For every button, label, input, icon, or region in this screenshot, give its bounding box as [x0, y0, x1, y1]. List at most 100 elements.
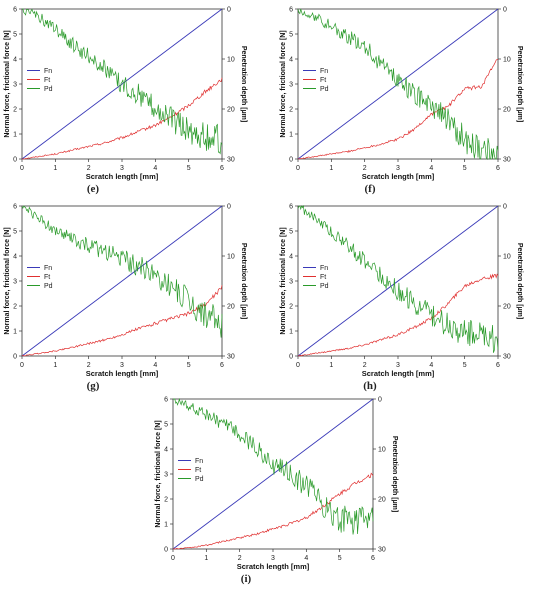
y-tick-label: 4: [13, 57, 17, 64]
y2-tick-label: 20: [227, 304, 235, 311]
y-tick-label: 4: [13, 254, 17, 261]
chart-svg: 0 1 2 3 4 5 6 0 1 2 3 4 5 6 0 10 20 30 Scratch length [mm]…: [280, 204, 523, 379]
x-tick-label: 3: [396, 165, 400, 172]
y2-axis-label: Penetration depth [µm]: [516, 243, 523, 319]
y2-tick-label: 0: [503, 7, 507, 14]
series-line-pd: [173, 398, 374, 535]
y-axis-label: Normal force, frictional force [N]: [4, 30, 11, 137]
y-tick-label: 2: [289, 304, 293, 311]
y-tick-label: 4: [164, 447, 168, 454]
y2-tick-label: 10: [227, 254, 235, 261]
y-tick-label: 4: [289, 254, 293, 261]
y2-tick-label: 30: [227, 354, 235, 361]
series-line-pd: [22, 8, 223, 155]
chart-panel-i: 0 1 2 3 4 5 6 0 1 2 3 4 5 6 0 10 20 30 Scratch length [mm]…: [151, 390, 421, 572]
x-tick-label: 4: [304, 555, 308, 562]
legend-label: Fn: [44, 68, 52, 75]
y2-tick-label: 20: [227, 107, 235, 114]
y2-tick-label: 30: [378, 547, 386, 554]
x-tick-label: 0: [296, 165, 300, 172]
x-tick-label: 0: [171, 555, 175, 562]
legend-label: Pd: [44, 283, 53, 290]
y-tick-label: 0: [13, 157, 17, 164]
series-line-ft: [21, 285, 223, 357]
legend-label: Fn: [195, 458, 203, 465]
y-tick-label: 1: [289, 329, 293, 336]
y-tick-label: 3: [13, 82, 17, 89]
y2-tick-label: 10: [503, 254, 511, 261]
series-line-fn: [172, 398, 374, 550]
x-axis-label: Scratch length [mm]: [362, 369, 435, 378]
y-axis-label: Normal force, frictional force [N]: [280, 227, 287, 334]
caption-f: (f): [364, 183, 376, 195]
y2-tick-label: 0: [227, 7, 231, 14]
legend-label: Pd: [44, 86, 53, 93]
x-tick-label: 0: [20, 165, 24, 172]
y-tick-label: 5: [164, 422, 168, 429]
x-tick-label: 2: [87, 165, 91, 172]
y2-axis-label: Penetration depth [µm]: [240, 243, 247, 319]
y2-tick-label: 20: [503, 304, 511, 311]
y-tick-label: 5: [13, 32, 17, 39]
legend-label: Pd: [195, 476, 204, 483]
caption-g: (g): [86, 380, 100, 392]
y-tick-label: 0: [289, 157, 293, 164]
y-tick-label: 1: [13, 132, 17, 139]
y-tick-label: 6: [289, 204, 293, 211]
x-tick-label: 0: [20, 362, 24, 369]
y-tick-label: 3: [289, 279, 293, 286]
legend-label: Ft: [44, 274, 50, 281]
chart-panel-e: 0 1 2 3 4 5 6 0 1 2 3 4 5 6 0 10 20 30 Scratch length [mm]…: [0, 0, 270, 182]
series-line-pd: [21, 205, 223, 338]
legend-label: Fn: [320, 265, 328, 272]
x-tick-label: 0: [296, 362, 300, 369]
x-tick-label: 3: [120, 165, 124, 172]
chart-svg: 0 1 2 3 4 5 6 0 1 2 3 4 5 6 0 10 20 30 Scratch length [mm]…: [155, 397, 398, 572]
legend-label: Ft: [320, 77, 326, 84]
y-tick-label: 3: [289, 82, 293, 89]
chart-svg: 0 1 2 3 4 5 6 0 1 2 3 4 5 6 0 10 20 30 Scratch length [mm]…: [4, 204, 247, 379]
y-axis-label: Normal force, frictional force [N]: [155, 420, 162, 527]
series-line-fn: [297, 205, 499, 357]
x-tick-label: 6: [496, 165, 500, 172]
y2-tick-label: 0: [503, 204, 507, 211]
legend-label: Pd: [320, 86, 329, 93]
y-axis-label: Normal force, frictional force [N]: [280, 30, 287, 137]
y2-tick-label: 30: [227, 157, 235, 164]
x-tick-label: 5: [463, 165, 467, 172]
chart-panel-h: 0 1 2 3 4 5 6 0 1 2 3 4 5 6 0 10 20 30 Scratch length [mm]…: [276, 197, 546, 379]
series-line-ft: [297, 273, 499, 357]
x-tick-label: 4: [429, 362, 433, 369]
x-tick-label: 5: [463, 362, 467, 369]
x-tick-label: 2: [363, 362, 367, 369]
x-tick-label: 2: [238, 555, 242, 562]
x-tick-label: 1: [329, 362, 333, 369]
y-tick-label: 0: [13, 354, 17, 361]
x-tick-label: 1: [329, 165, 333, 172]
chart-panel-f: 0 1 2 3 4 5 6 0 1 2 3 4 5 6 0 10 20 30 Scratch length [mm]…: [276, 0, 546, 182]
y-tick-label: 0: [164, 547, 168, 554]
legend-label: Ft: [320, 274, 326, 281]
y2-tick-label: 30: [503, 157, 511, 164]
y-tick-label: 1: [164, 522, 168, 529]
x-tick-label: 6: [496, 362, 500, 369]
x-tick-label: 6: [220, 165, 224, 172]
x-tick-label: 3: [120, 362, 124, 369]
chart-panel-g: 0 1 2 3 4 5 6 0 1 2 3 4 5 6 0 10 20 30 Scratch length [mm]…: [0, 197, 270, 379]
legend-label: Fn: [320, 68, 328, 75]
x-tick-label: 5: [187, 362, 191, 369]
y-tick-label: 5: [289, 32, 293, 39]
x-tick-label: 4: [429, 165, 433, 172]
y-tick-label: 6: [164, 397, 168, 404]
chart-svg: 0 1 2 3 4 5 6 0 1 2 3 4 5 6 0 10 20 30 Scratch length [mm]…: [4, 7, 247, 182]
x-axis-label: Scratch length [mm]: [86, 172, 159, 181]
series-line-fn: [21, 205, 223, 357]
y2-axis-label: Penetration depth [µm]: [391, 436, 398, 512]
y-tick-label: 1: [13, 329, 17, 336]
legend-label: Fn: [44, 265, 52, 272]
y-tick-label: 5: [289, 229, 293, 236]
series-line-ft: [22, 77, 223, 160]
y2-tick-label: 10: [378, 447, 386, 454]
x-axis-label: Scratch length [mm]: [362, 172, 435, 181]
x-axis-label: Scratch length [mm]: [237, 562, 310, 571]
